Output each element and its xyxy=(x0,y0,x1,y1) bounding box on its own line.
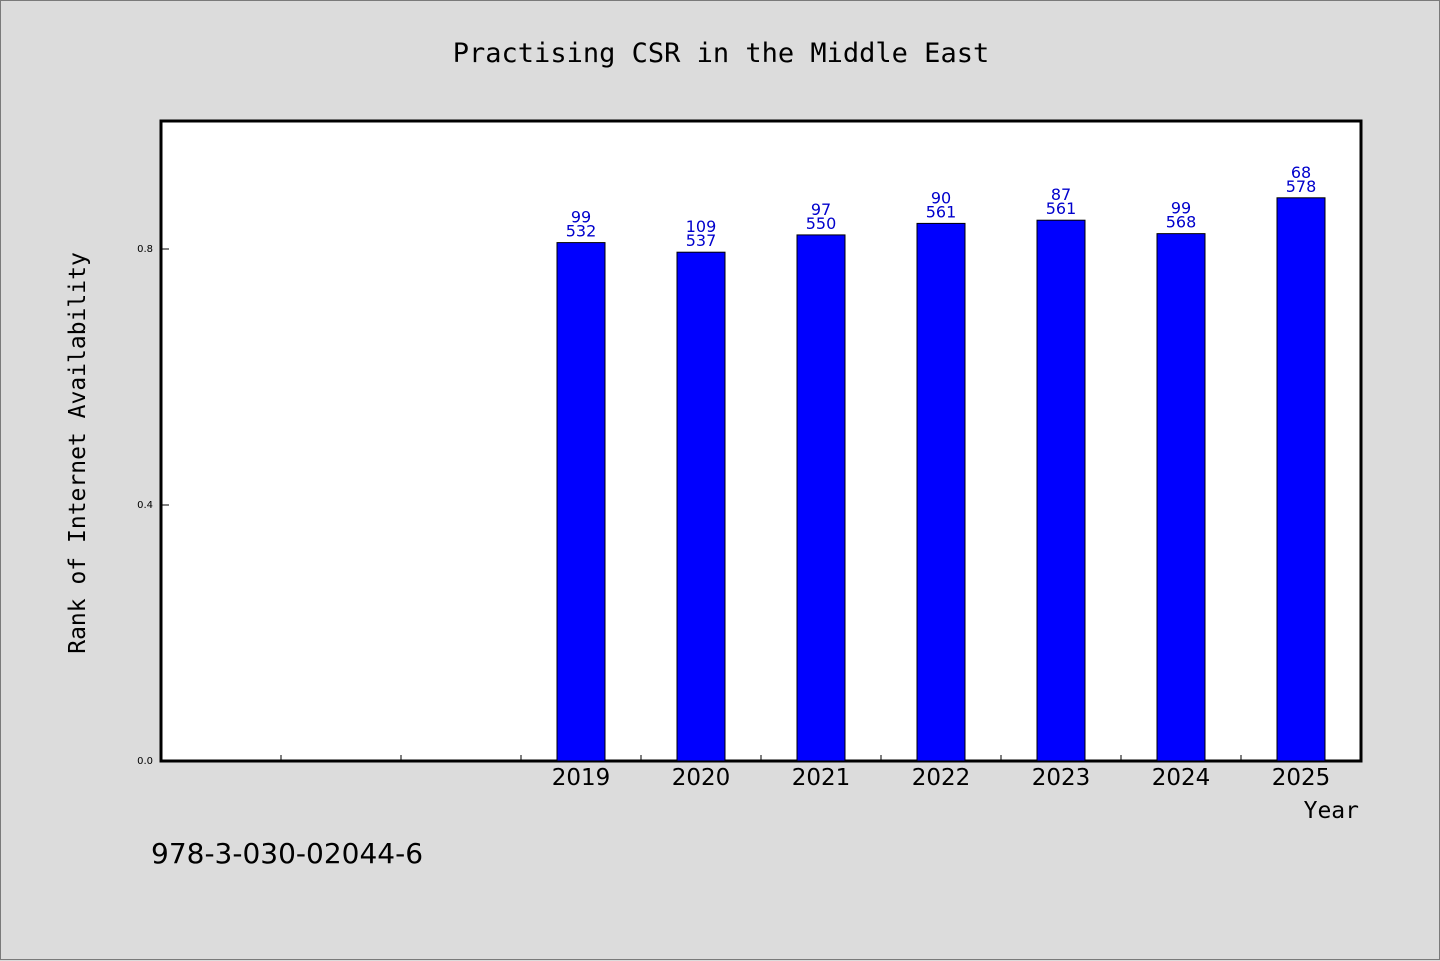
data-label-bottom: 532 xyxy=(566,222,597,241)
data-label-bottom: 578 xyxy=(1286,177,1317,196)
data-label-top: 97 xyxy=(811,200,831,219)
bar xyxy=(556,242,606,762)
x-tick-label: 2023 xyxy=(1032,765,1091,791)
data-label-bottom: 561 xyxy=(926,202,957,221)
y-axis-title: Rank of Internet Availability xyxy=(65,252,91,654)
y-axis: 0.0 0.4 0.8 xyxy=(137,244,169,767)
x-tick-label: 2024 xyxy=(1152,765,1211,791)
data-label-bottom: 537 xyxy=(686,231,717,250)
footer-isbn: 978-3-030-02044-6 xyxy=(151,837,423,870)
y-tick-label: 0.8 xyxy=(137,244,153,255)
data-label-bottom: 568 xyxy=(1166,213,1197,232)
x-tick-label: 2025 xyxy=(1272,765,1331,791)
x-tick-label: 2022 xyxy=(912,765,971,791)
data-label-top: 87 xyxy=(1051,185,1071,204)
bar xyxy=(1156,233,1206,762)
data-label-top: 109 xyxy=(686,217,717,236)
data-label-top: 68 xyxy=(1291,163,1311,182)
x-axis-title: Year xyxy=(1304,798,1359,824)
data-label-top: 90 xyxy=(931,188,951,207)
data-label-bottom: 550 xyxy=(806,214,837,233)
x-tick-label: 2021 xyxy=(792,765,851,791)
data-label-bottom: 561 xyxy=(1046,199,1077,218)
bar xyxy=(1276,197,1326,762)
y-tick-label: 0.0 xyxy=(137,756,153,767)
bar xyxy=(916,222,966,762)
bar xyxy=(796,234,846,762)
data-label-top: 99 xyxy=(571,208,591,227)
bar xyxy=(676,251,726,762)
chart-title: Practising CSR in the Middle East xyxy=(453,38,989,69)
bar xyxy=(1036,219,1086,762)
x-tick-label: 2019 xyxy=(552,765,611,791)
x-axis: 2019 2020 2021 2022 2023 2024 2025 xyxy=(280,755,1331,791)
bar-series xyxy=(556,197,1326,762)
x-tick-label: 2020 xyxy=(672,765,731,791)
y-tick-label: 0.4 xyxy=(137,500,153,511)
data-label-top: 99 xyxy=(1171,199,1191,218)
